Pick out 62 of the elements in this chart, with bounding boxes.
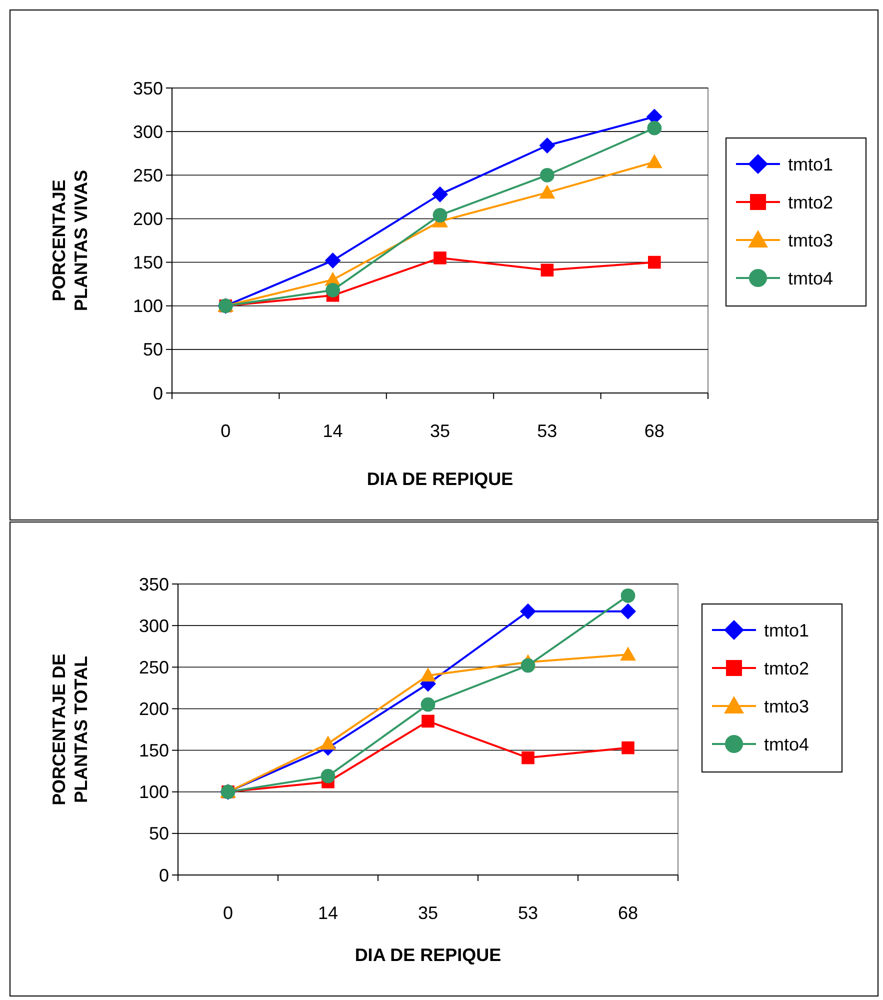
- y-tick-label: 250: [132, 165, 163, 186]
- x-tick-label: 68: [618, 903, 638, 923]
- point: [520, 658, 536, 673]
- y-tick-label: 250: [138, 657, 169, 678]
- point: [432, 208, 448, 222]
- y-tick-label: 50: [142, 340, 163, 360]
- x-tick-label: 0: [222, 903, 234, 923]
- y-tick-label: 50: [148, 824, 169, 844]
- y-axis-title: PORCENTAJE PLANTAS VIVAS: [49, 170, 91, 312]
- y-tick-label: 350: [138, 574, 169, 594]
- x-axis-title: DIA DE REPIQUE: [354, 945, 502, 965]
- legend-label: tmto4: [788, 268, 834, 288]
- y-tick-label: 0: [152, 383, 163, 404]
- point: [539, 184, 556, 199]
- y-tick-label: 0: [158, 865, 169, 886]
- point: [324, 252, 341, 269]
- point: [620, 603, 636, 620]
- point: [422, 714, 434, 728]
- legend-label: tmto1: [764, 620, 810, 640]
- point: [648, 256, 661, 269]
- legend-label: tmto3: [788, 230, 834, 250]
- y-tick-label: 350: [132, 78, 163, 98]
- point: [620, 646, 636, 661]
- y-tick-label: 300: [138, 616, 169, 636]
- y-tick-label: 200: [132, 209, 163, 230]
- point: [540, 264, 554, 277]
- y-tick-label: 100: [138, 782, 169, 802]
- x-tick-label: 14: [322, 421, 343, 441]
- point: [647, 120, 662, 136]
- point: [622, 741, 634, 754]
- x-tick-label: 53: [518, 903, 538, 923]
- point: [520, 603, 536, 620]
- x-tick-label: 53: [537, 421, 558, 441]
- point: [320, 768, 336, 784]
- point: [522, 751, 534, 764]
- legend-label: tmto2: [764, 658, 810, 678]
- point: [620, 588, 636, 603]
- point: [540, 168, 554, 182]
- y-tick-label: 150: [138, 740, 169, 761]
- y-axis-title: PORCENTAJE DE PLANTAS TOTAL: [49, 654, 91, 806]
- y-tick-label: 150: [132, 252, 163, 273]
- x-tick-label: 68: [644, 421, 664, 441]
- x-axis-title: DIA DE REPIQUE: [366, 469, 514, 489]
- point: [320, 736, 336, 750]
- point: [326, 282, 340, 298]
- point: [420, 667, 436, 682]
- legend-label: tmto4: [764, 734, 810, 754]
- y-tick-label: 100: [132, 296, 163, 316]
- point: [646, 154, 662, 168]
- legend-label: tmto3: [764, 696, 810, 716]
- y-tick-label: 200: [138, 699, 169, 720]
- y-tick-label: 300: [132, 122, 163, 142]
- x-tick-label: 35: [418, 903, 438, 923]
- point: [539, 138, 556, 154]
- legend-label: tmto2: [788, 192, 834, 212]
- point: [432, 186, 448, 202]
- point: [434, 252, 446, 264]
- point: [420, 697, 436, 712]
- legend-label: tmto1: [788, 154, 834, 174]
- x-tick-label: 14: [318, 903, 338, 923]
- x-tick-label: 35: [430, 421, 450, 441]
- x-tick-label: 0: [220, 421, 231, 441]
